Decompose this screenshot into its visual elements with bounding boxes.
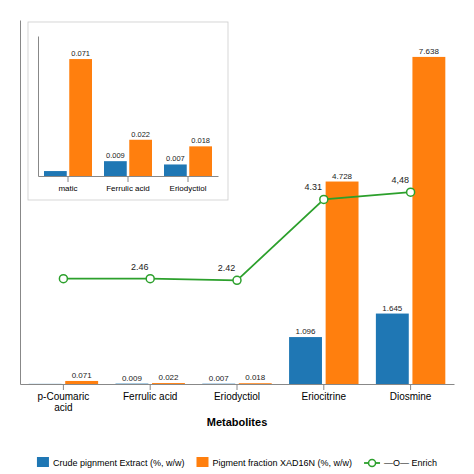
marks: [44, 59, 212, 176]
chart-svg: 0.009 0.007 1.096 1.645 0.071 0.022 0.018 4.728…: [0, 0, 474, 474]
legend: Crude pignment Extract (%, w/w) Pigment f…: [37, 457, 437, 468]
data-label: 4.31: [305, 182, 323, 192]
data-label: 7.638: [419, 47, 440, 56]
x-axis: matic Ferrulic acid Eriodyctiol: [39, 176, 219, 193]
data-label: 1.645: [382, 304, 403, 313]
tick-label-line: p-Coumaric: [38, 391, 90, 402]
x-axis: p-Coumaricacid Ferrulic acid Eriodyctiol Er…: [21, 384, 455, 413]
tick-label-line: Ferrulic acid: [106, 184, 150, 193]
chart-0: 0.009 0.007 1.096 1.645 0.071 0.022 0.018 4.728…: [21, 21, 455, 429]
legend-swatch: [196, 457, 208, 467]
legend-item: Crude pignment Extract (%, w/w): [37, 457, 185, 468]
tick-label: Diosmine: [390, 391, 432, 402]
tick: Ferrulic acid: [106, 176, 150, 193]
tick-mark: [323, 384, 324, 390]
bar: [69, 59, 92, 176]
data-label: 0.071: [71, 49, 90, 58]
data-label: 1.096: [296, 327, 317, 336]
bar: [202, 383, 235, 384]
data-label: 2.42: [218, 263, 236, 273]
y-axis: [20, 21, 21, 385]
y-axis: [38, 37, 39, 177]
bar: [239, 383, 272, 384]
data-label: 4,48: [391, 175, 409, 185]
tick: Eriocitrine: [302, 384, 347, 402]
bar: [376, 314, 409, 384]
bar: [326, 182, 359, 384]
line-marker: [407, 188, 415, 196]
tick-label: Eriodyctiol: [170, 184, 207, 193]
tick-mark: [63, 384, 64, 390]
line-marker: [320, 195, 328, 203]
line-marker: [146, 275, 154, 283]
legend-label: —O— Enrich: [384, 458, 437, 468]
bar: [65, 381, 98, 384]
bar: [129, 140, 152, 176]
tick-label-line: Eriodyctiol: [214, 391, 260, 402]
data-label: 0.007: [209, 374, 230, 383]
tick-mark: [128, 176, 129, 182]
tick: Ferrulic acid: [123, 384, 177, 402]
tick-mark: [68, 176, 69, 182]
bar: [189, 146, 212, 176]
data-label: 0.071: [72, 371, 93, 380]
legend-item: —O— Enrich: [364, 458, 437, 468]
tick-mark: [237, 384, 238, 390]
x-axis-title: Metabolites: [207, 416, 268, 428]
chart-1: 0.009 0.007 0.071 0.022 0.018 matic Ferrulic a…: [28, 22, 228, 200]
legend-item: Pigment fraction XAD16N (%, w/w): [196, 457, 352, 468]
legend-swatch: [37, 457, 49, 467]
bar: [29, 383, 62, 384]
tick-label-line: Eriocitrine: [302, 391, 347, 402]
legend-label: Pigment fraction XAD16N (%, w/w): [212, 458, 352, 468]
tick: Eriodyctiol: [170, 176, 207, 193]
data-label: 0.009: [122, 374, 143, 383]
data-label: 2.46: [131, 262, 149, 272]
tick: p-Coumaricacid: [38, 384, 90, 413]
tick-label-line: Diosmine: [390, 391, 432, 402]
data-label: 0.009: [106, 151, 125, 160]
tick: Diosmine: [390, 384, 432, 402]
line: [63, 192, 410, 280]
tick-label: Eriocitrine: [302, 391, 347, 402]
marks: [29, 57, 446, 384]
line-marker: [233, 276, 241, 284]
data-label: 0.022: [131, 130, 150, 139]
tick-label-line: Ferrulic acid: [123, 391, 177, 402]
tick-label: p-Coumaricacid: [38, 391, 90, 413]
tick-label: Ferrulic acid: [123, 391, 177, 402]
tick-label-line: matic: [58, 184, 77, 193]
axis-line: [38, 37, 39, 177]
tick-label: Eriodyctiol: [214, 391, 260, 402]
bar: [289, 337, 322, 384]
axis-line: [20, 21, 21, 385]
bar: [104, 161, 127, 176]
bar-series: [69, 59, 212, 176]
data-label: 0.022: [158, 373, 179, 382]
tick: Eriodyctiol: [214, 384, 260, 402]
tick-label-line: Eriodyctiol: [170, 184, 207, 193]
tick: matic: [58, 176, 77, 193]
bar: [152, 383, 185, 384]
inset-frame: [28, 22, 228, 200]
tick-mark: [188, 176, 189, 182]
tick-label-line: acid: [54, 402, 72, 413]
bar: [44, 171, 67, 176]
tick-label: matic: [58, 184, 77, 193]
bar: [115, 383, 148, 384]
legend-label: Crude pignment Extract (%, w/w): [53, 458, 185, 468]
data-label: 0.018: [245, 373, 266, 382]
bar: [164, 164, 187, 176]
data-labels: 0.009 0.007 0.071 0.022 0.018: [71, 49, 210, 163]
tick-mark: [150, 384, 151, 390]
tick-label: Ferrulic acid: [106, 184, 150, 193]
bar: [412, 57, 445, 384]
data-label: 0.007: [166, 154, 185, 163]
data-label: 4.728: [332, 172, 353, 181]
line-marker: [59, 275, 67, 283]
tick-mark: [410, 384, 411, 390]
legend-swatch: [369, 460, 376, 467]
data-label: 0.018: [191, 136, 210, 145]
